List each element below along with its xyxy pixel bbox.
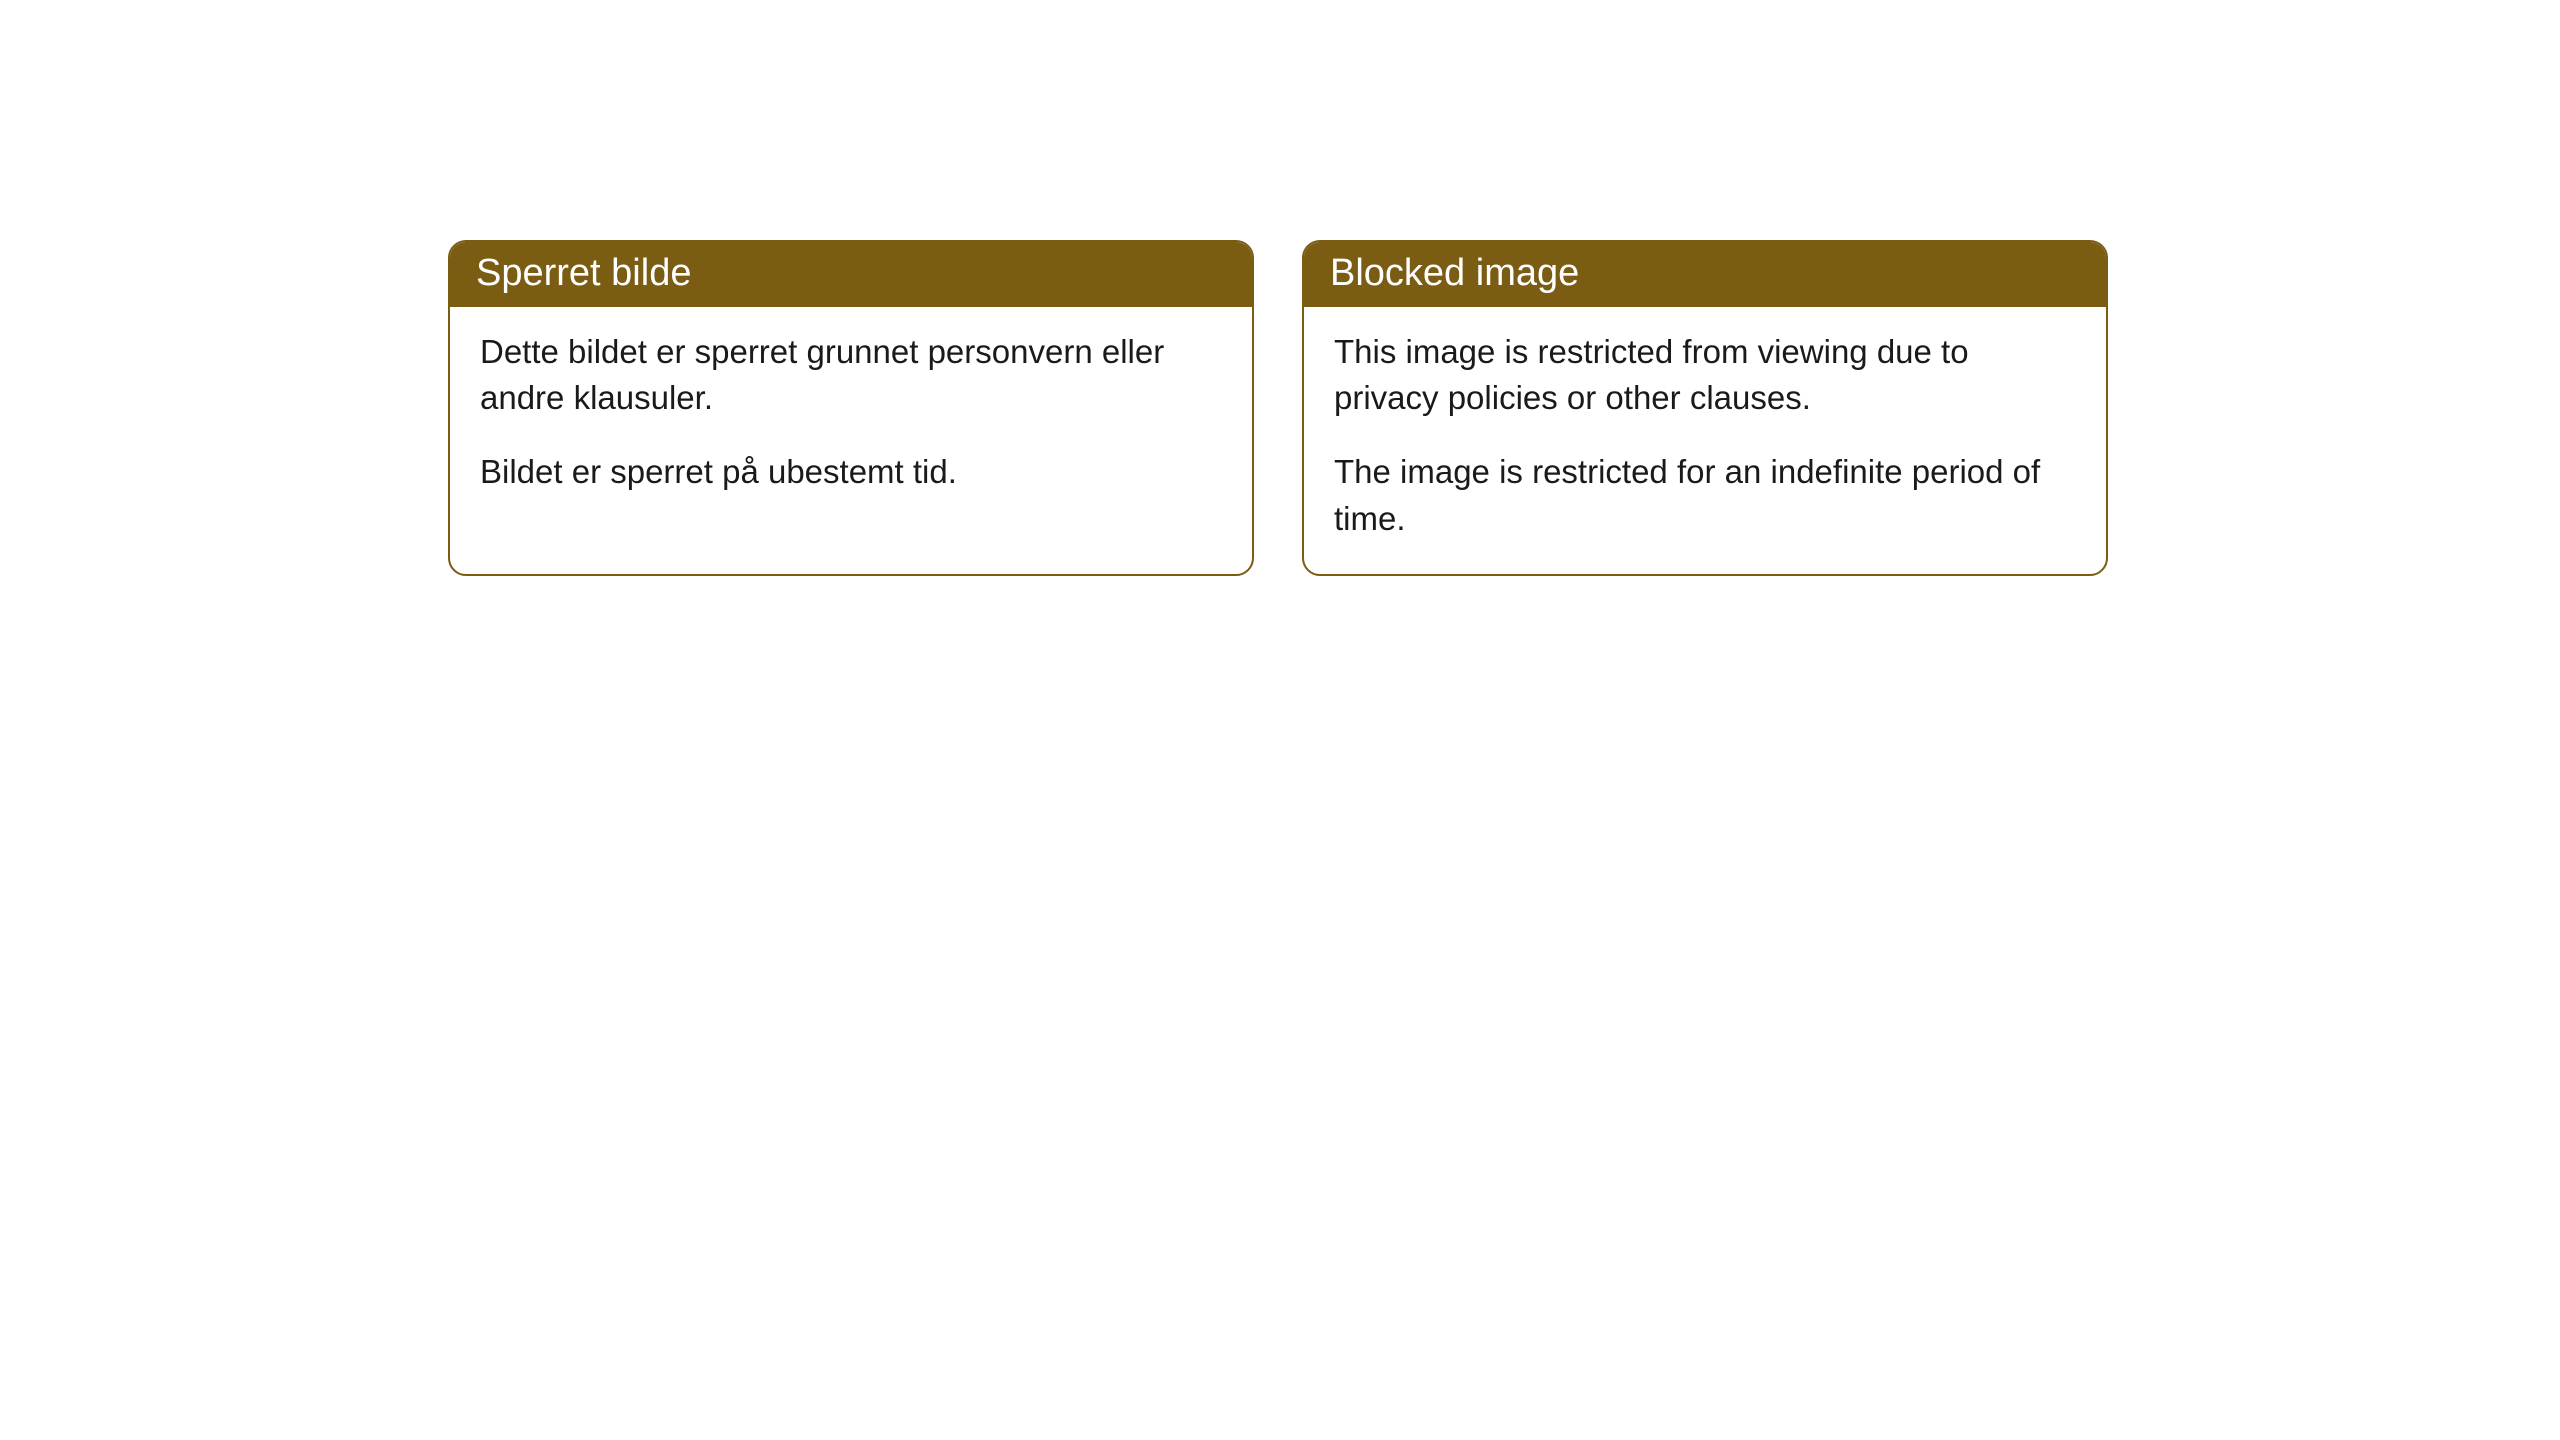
card-header-english: Blocked image (1304, 242, 2106, 307)
cards-container: Sperret bilde Dette bildet er sperret gr… (0, 0, 2560, 576)
card-norwegian: Sperret bilde Dette bildet er sperret gr… (448, 240, 1254, 576)
card-body-english: This image is restricted from viewing du… (1304, 307, 2106, 574)
card-english: Blocked image This image is restricted f… (1302, 240, 2108, 576)
card-paragraph-1: Dette bildet er sperret grunnet personve… (480, 329, 1222, 421)
card-paragraph-2: Bildet er sperret på ubestemt tid. (480, 449, 1222, 495)
card-header-norwegian: Sperret bilde (450, 242, 1252, 307)
card-paragraph-2: The image is restricted for an indefinit… (1334, 449, 2076, 541)
card-body-norwegian: Dette bildet er sperret grunnet personve… (450, 307, 1252, 528)
card-paragraph-1: This image is restricted from viewing du… (1334, 329, 2076, 421)
